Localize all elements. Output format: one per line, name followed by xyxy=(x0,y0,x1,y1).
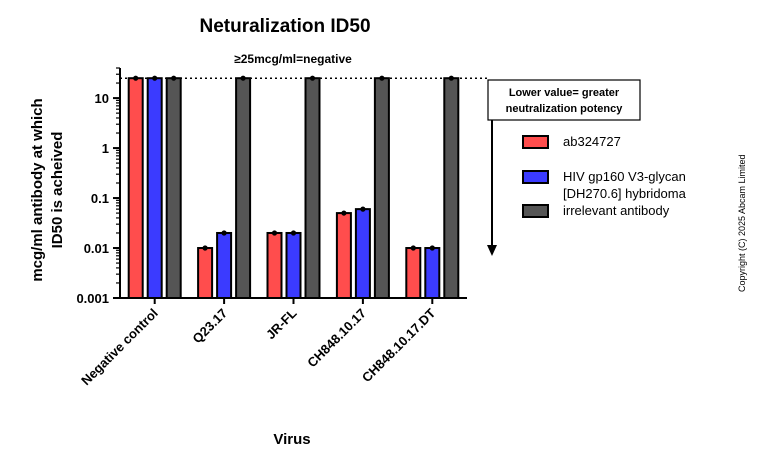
legend-swatch-0 xyxy=(522,135,549,149)
legend-label-1-1: [DH270.6] hybridoma xyxy=(563,186,687,201)
annotation-line-2: neutralization potency xyxy=(506,103,624,115)
chart-title: Neturalization ID50 xyxy=(199,16,370,37)
bar-0-1 xyxy=(146,77,163,299)
bar-1-2 xyxy=(235,77,252,299)
annotation-line-1: Lower value= greater xyxy=(509,87,620,99)
bar-0-0 xyxy=(127,77,144,299)
legend-swatch-2 xyxy=(522,204,549,218)
y-tick-label-2: 0.1 xyxy=(91,191,109,206)
data-point-2-1 xyxy=(290,230,297,236)
y-axis-label-line-1: mcg/ml antibody at which xyxy=(29,98,46,281)
x-tick-label-2: JR-FL xyxy=(263,305,300,342)
bar-0-2 xyxy=(165,77,182,299)
y-tick-label-4: 0.001 xyxy=(76,291,109,306)
y-tick-label-0: 10 xyxy=(95,91,109,106)
legend: ab324727 HIV gp160 V3-glycan [DH270.6] hyb… xyxy=(522,134,687,218)
data-point-2-2 xyxy=(309,75,316,81)
data-point-3-1 xyxy=(360,206,366,212)
chart-subtitle: ≥25mcg/ml=negative xyxy=(234,52,352,66)
bar-2-2 xyxy=(304,77,321,299)
data-point-0-1 xyxy=(152,75,158,81)
data-point-4-2 xyxy=(448,75,454,81)
data-point-3-0 xyxy=(341,210,347,216)
annotation-box: Lower value= greater neutralization pote… xyxy=(487,79,641,256)
bar-3-1 xyxy=(354,208,371,299)
x-axis-label: Virus xyxy=(273,431,310,448)
legend-label-2-0: irrelevant antibody xyxy=(563,203,670,218)
data-point-4-1 xyxy=(429,245,435,251)
y-tick-label-1: 1 xyxy=(102,141,109,156)
bar-4-2 xyxy=(443,77,460,299)
data-point-3-2 xyxy=(379,75,385,81)
y-axis-label: mcg/ml antibody at which ID50 is acheive… xyxy=(29,98,66,281)
legend-swatch-1 xyxy=(522,170,549,184)
bar-4-0 xyxy=(405,247,422,300)
data-point-0-0 xyxy=(133,75,139,81)
copyright-text: Copyright (C) 2025 Abcam Limited xyxy=(737,154,747,292)
annotation-frame xyxy=(487,79,641,121)
x-tick-label-3: CH848.10.17 xyxy=(304,306,369,371)
data-point-2-0 xyxy=(271,230,278,236)
y-tick-label-3: 0.01 xyxy=(84,241,109,256)
legend-label-0-0: ab324727 xyxy=(563,134,621,149)
bar-4-1 xyxy=(424,247,441,300)
bar-2-1 xyxy=(285,231,302,299)
data-point-1-0 xyxy=(202,245,208,251)
data-point-0-2 xyxy=(171,75,177,81)
bar-1-1 xyxy=(216,231,233,299)
bar-3-0 xyxy=(335,212,352,299)
data-point-1-1 xyxy=(221,230,227,236)
data-point-1-2 xyxy=(240,75,246,81)
x-tick-label-1: Q23.17 xyxy=(189,306,230,347)
annotation-arrow-head xyxy=(487,245,497,256)
x-tick-label-0: Negative control xyxy=(78,306,161,389)
bar-3-2 xyxy=(373,77,390,299)
legend-label-1-0: HIV gp160 V3-glycan xyxy=(563,169,686,184)
bar-1-0 xyxy=(197,247,214,300)
data-point-4-0 xyxy=(410,245,416,251)
x-tick-label-4: CH848.10.17.DT xyxy=(359,305,439,385)
y-axis-label-line-2: ID50 is acheived xyxy=(49,132,66,249)
bar-2-0 xyxy=(266,231,283,299)
